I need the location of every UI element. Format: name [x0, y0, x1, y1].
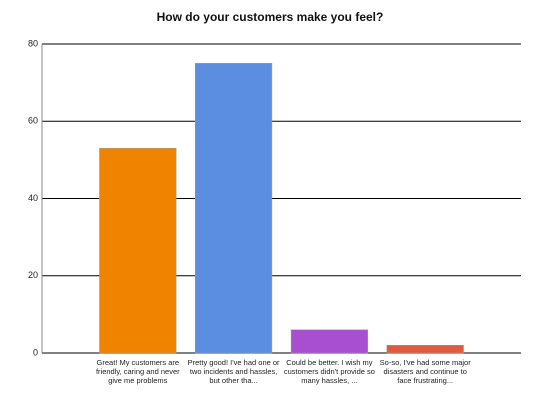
bar [99, 148, 177, 354]
x-tick-label: So-so, I've had some major disasters and… [379, 358, 471, 385]
y-tick-label: 60 [28, 116, 38, 126]
bar [386, 345, 464, 354]
y-tick-label: 40 [28, 193, 38, 203]
x-tick-label: Could be better. I wish my customers did… [283, 358, 375, 385]
bar [290, 329, 368, 354]
y-tick-label: 80 [28, 38, 38, 48]
y-tick-label: 20 [28, 270, 38, 280]
x-tick-label: Great! My customers are friendly, caring… [95, 358, 180, 385]
x-tick-label: Pretty good! I've had one or two inciden… [187, 358, 280, 385]
chart-title: How do your customers make you feel? [157, 10, 384, 24]
y-tick-label: 0 [33, 347, 38, 357]
bar [195, 63, 273, 354]
